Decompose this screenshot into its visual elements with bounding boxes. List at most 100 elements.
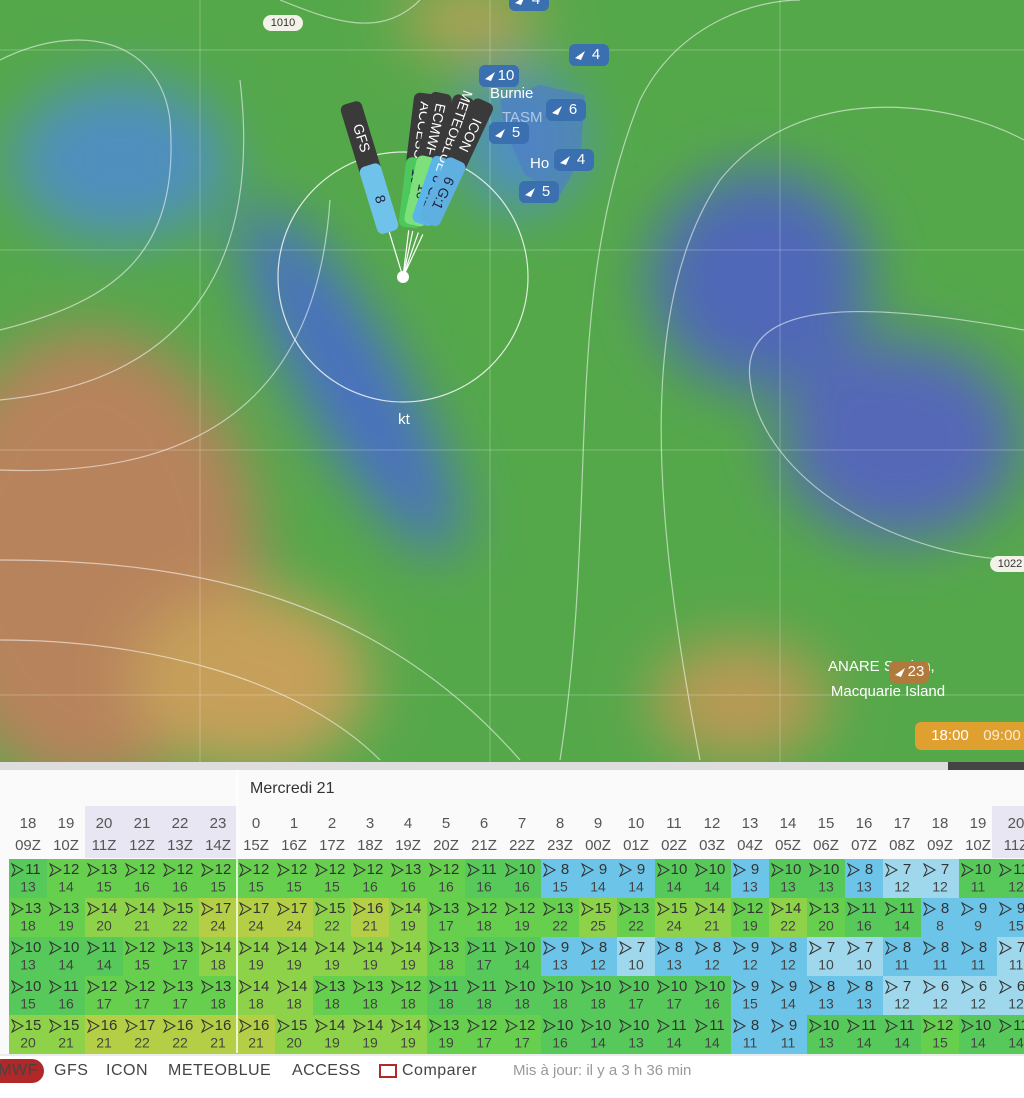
wind-speed: 12	[481, 1017, 498, 1034]
wind-arrow	[618, 979, 633, 995]
station-badge[interactable]	[546, 99, 586, 121]
wind-arrow	[162, 979, 177, 995]
wind-speed: 12	[291, 861, 308, 878]
wind-speed: 9	[789, 978, 797, 995]
model-tab[interactable]: ACCESS	[292, 1062, 361, 1079]
station-badge[interactable]	[569, 44, 609, 66]
wind-speed: 11	[1013, 1017, 1024, 1034]
wind-gust: 17	[514, 1035, 530, 1051]
station-badge[interactable]	[519, 181, 559, 203]
utc-label: 10Z	[965, 837, 991, 854]
wind-arrow	[200, 979, 215, 995]
wind-gust: 17	[476, 1035, 492, 1051]
wind-arrow	[10, 901, 25, 917]
wind-gust: 19	[400, 957, 416, 973]
flag-name-bg	[416, 91, 452, 168]
wind-gust: 14	[96, 957, 112, 973]
wind-gust: 16	[514, 879, 530, 895]
wind-gust: 11	[1009, 957, 1024, 973]
wind-arrow	[48, 940, 63, 956]
wind-arrow	[694, 979, 709, 995]
wind-gust: 15	[20, 996, 36, 1012]
wind-gust: 14	[1008, 1035, 1024, 1051]
wind-speed: 7	[903, 861, 911, 878]
wind-speed: 13	[443, 939, 460, 956]
wind-arrow	[922, 979, 937, 995]
wind-arrow	[542, 862, 557, 878]
wind-arrow	[542, 940, 557, 956]
wind-arrow	[884, 979, 899, 995]
wind-speed: 15	[329, 900, 346, 917]
wind-gust: 22	[134, 1035, 150, 1051]
model-tab[interactable]: GFS	[54, 1062, 88, 1079]
wind-gust: 22	[324, 918, 340, 934]
wind-arrow	[10, 979, 25, 995]
place-label: Burnie	[490, 85, 533, 102]
wind-arrow	[656, 979, 671, 995]
wind-speed: 9	[789, 1017, 797, 1034]
station-badge[interactable]	[889, 661, 929, 683]
wind-gust: 18	[590, 996, 606, 1012]
wind-speed: 7	[827, 939, 835, 956]
wind-arrow	[314, 862, 329, 878]
wind-gust: 18	[210, 957, 226, 973]
model-tab[interactable]: Comparer	[402, 1062, 477, 1079]
wind-gust: 21	[248, 1035, 264, 1051]
utc-label: 18Z	[357, 837, 383, 854]
wind-speed: 17	[139, 1017, 156, 1034]
wind-arrow	[10, 862, 25, 878]
wind-speed: 11	[481, 861, 497, 878]
wind-arrow	[504, 901, 519, 917]
wind-speed: 6	[1017, 978, 1024, 995]
wind-gust: 24	[286, 918, 302, 934]
model-tab[interactable]: ICON	[106, 1062, 148, 1079]
wind-speed: 9	[599, 861, 607, 878]
time-pill[interactable]	[915, 722, 1024, 750]
wind-arrow	[314, 979, 329, 995]
flag-name-bg	[431, 94, 474, 170]
wind-speed: 13	[443, 1017, 460, 1034]
station-badge[interactable]	[479, 65, 519, 87]
wind-arrow	[846, 862, 861, 878]
wind-speed: 12	[329, 861, 346, 878]
place-label: Ho	[530, 155, 549, 172]
wind-gust: 22	[172, 1035, 188, 1051]
wind-arrow	[238, 901, 253, 917]
wind-arrow	[960, 940, 975, 956]
wind-arrow	[352, 979, 367, 995]
wind-gust: 11	[933, 957, 948, 973]
wind-gust: 20	[286, 1035, 302, 1051]
wind-gust: 16	[362, 879, 378, 895]
wind-gust: 18	[514, 996, 530, 1012]
station-badge[interactable]	[509, 0, 549, 11]
utc-label: 01Z	[623, 837, 649, 854]
wind-gust: 14	[666, 879, 682, 895]
model-tab[interactable]: METEOBLUE	[168, 1062, 271, 1079]
station-badge[interactable]	[489, 122, 529, 144]
utc-label: 13Z	[167, 837, 193, 854]
map[interactable]: GFS8ACCESS10 G:14ECMWF10METEOBLUE8 G:1IC…	[0, 0, 1024, 790]
wind-arrow	[656, 1018, 671, 1034]
wind-speed: 6	[979, 978, 987, 995]
tab-active-bg[interactable]	[0, 1059, 44, 1083]
wind-speed: 10	[633, 978, 650, 995]
wind-speed: 17	[215, 900, 232, 917]
station-badge[interactable]	[554, 149, 594, 171]
wind-speed: 10	[671, 978, 688, 995]
hour-label: 3	[366, 815, 374, 832]
wind-gust: 12	[742, 957, 758, 973]
wind-speed: 10	[595, 978, 612, 995]
wind-speed: 9	[637, 861, 645, 878]
wind-gust: 13	[552, 957, 568, 973]
model-tab[interactable]: MWF	[0, 1062, 38, 1079]
wind-speed: 13	[443, 900, 460, 917]
utc-label: 08Z	[889, 837, 915, 854]
wind-gust: 17	[666, 996, 682, 1012]
wind-speed: 13	[177, 978, 194, 995]
hour-label: 16	[856, 815, 873, 832]
wind-gust: 15	[210, 879, 226, 895]
wind-gust: 13	[818, 996, 834, 1012]
wind-gust: 12	[932, 879, 948, 895]
time-current: 18:00	[931, 727, 969, 744]
